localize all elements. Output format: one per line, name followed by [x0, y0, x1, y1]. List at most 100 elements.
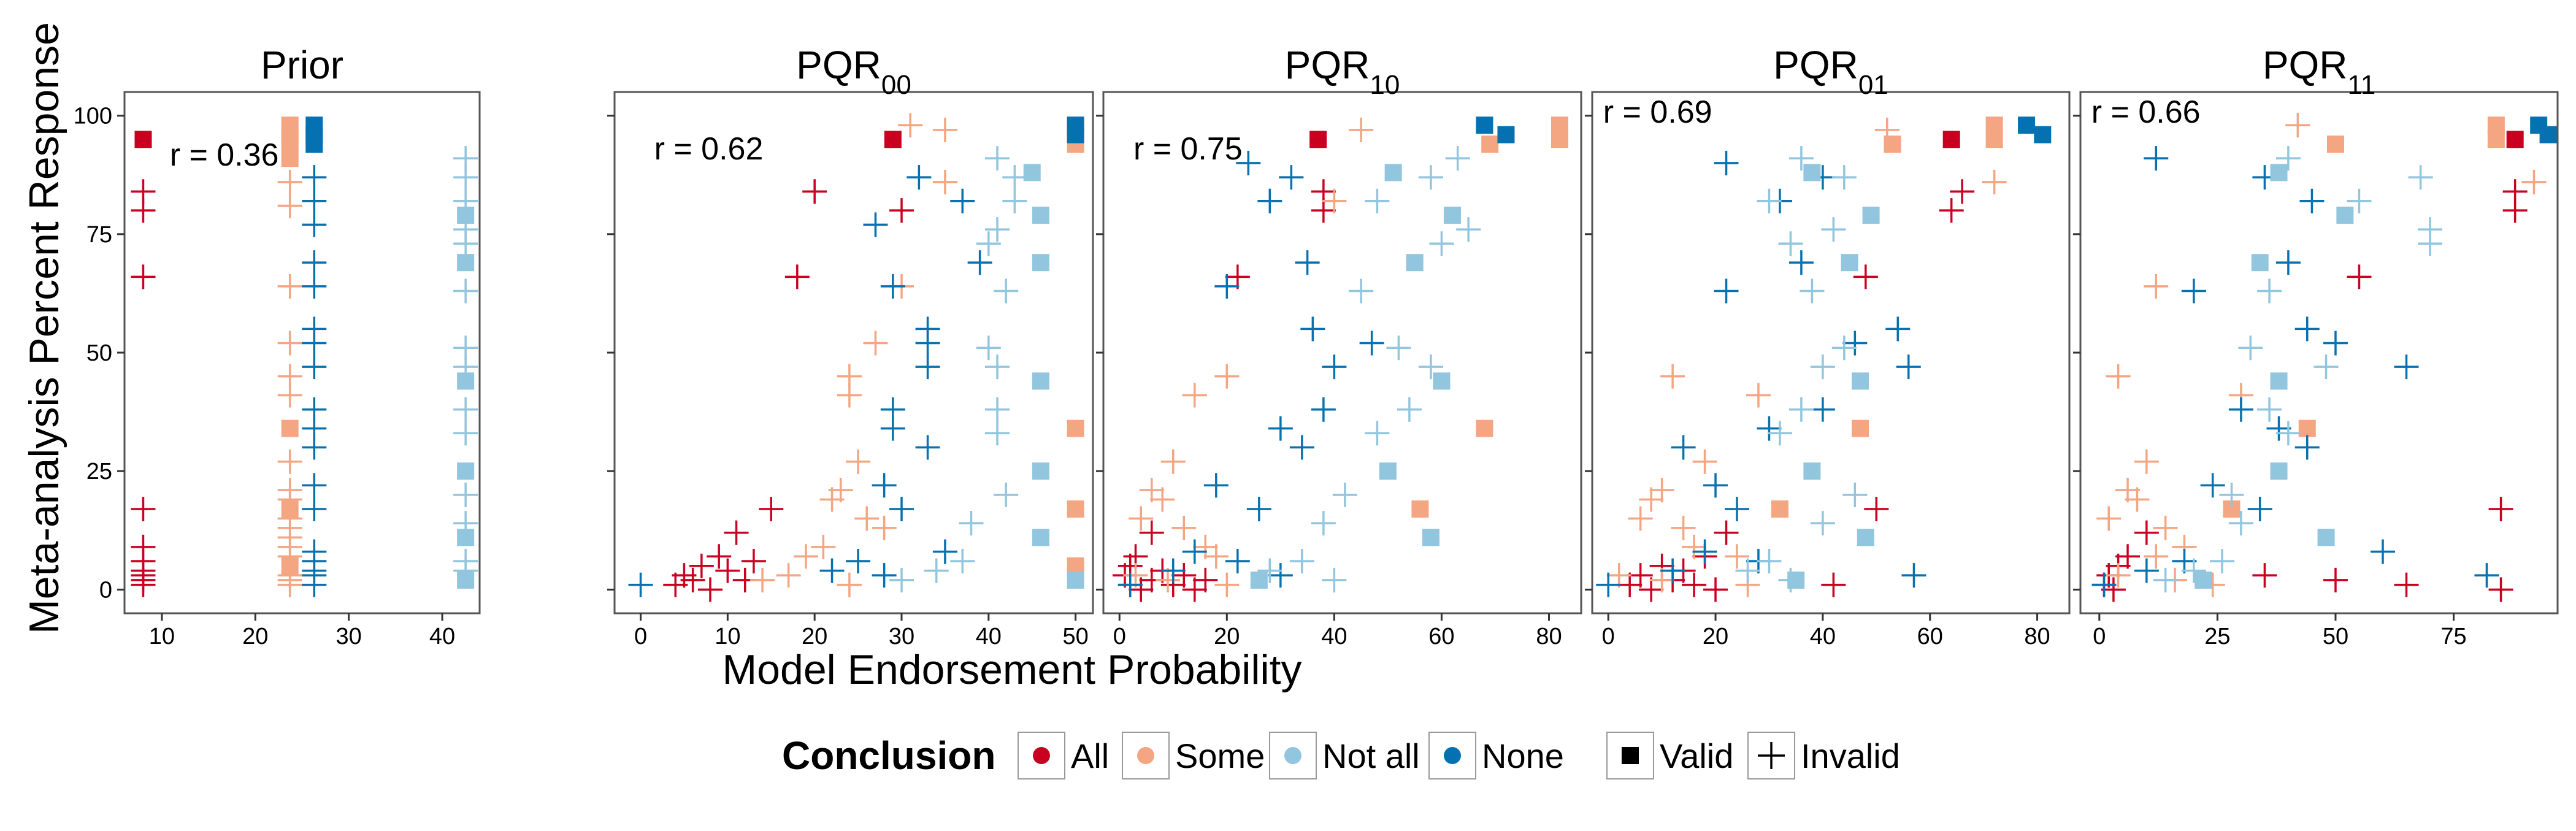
invalid-point [1692, 449, 1717, 474]
invalid-point [1746, 383, 1771, 408]
invalid-point [277, 572, 302, 597]
invalid-point [1810, 511, 1835, 536]
invalid-point [1182, 577, 1207, 602]
invalid-point [898, 113, 923, 138]
invalid-point [1901, 563, 1926, 588]
invalid-point [932, 117, 957, 142]
invalid-point [1002, 188, 1027, 213]
invalid-point [1139, 520, 1164, 545]
x-tick-label: 10 [149, 624, 175, 649]
valid-point [1497, 126, 1515, 144]
invalid-point [1214, 274, 1240, 299]
invalid-point [628, 572, 653, 597]
x-tick-label: 80 [1536, 624, 1562, 649]
legend-key-dot [1444, 747, 1461, 764]
x-tick-label: 0 [1113, 624, 1126, 649]
x-tick-label: 40 [1810, 624, 1836, 649]
invalid-point [1311, 397, 1336, 422]
legend-key-square [1622, 747, 1639, 764]
invalid-point [2238, 335, 2263, 361]
invalid-point [1236, 150, 1261, 175]
invalid-point [2101, 577, 2126, 602]
valid-point [884, 131, 902, 148]
legend-key-dot [1137, 747, 1154, 764]
invalid-point [1139, 478, 1164, 503]
invalid-point [131, 198, 156, 223]
invalid-point [1193, 567, 1218, 592]
valid-point [1384, 164, 1402, 182]
legend-item-valid: Valid [1606, 732, 1733, 779]
invalid-point [1628, 506, 1653, 531]
invalid-point [1628, 563, 1653, 588]
invalid-point [1156, 567, 1181, 592]
invalid-point [1150, 487, 1175, 512]
invalid-point [872, 563, 897, 588]
invalid-point [2134, 558, 2159, 583]
invalid-point [2347, 264, 2372, 289]
r-annotation: r = 0.66 [2091, 94, 2201, 130]
invalid-point [453, 354, 478, 380]
invalid-point [1671, 435, 1696, 460]
invalid-point [2394, 572, 2419, 597]
invalid-point [915, 331, 940, 356]
invalid-point [1757, 549, 1782, 573]
invalid-point [2394, 354, 2419, 380]
invalid-point [1788, 397, 1814, 422]
valid-point [1032, 462, 1049, 480]
invalid-point [907, 165, 932, 190]
valid-point [1852, 419, 1869, 437]
invalid-point [131, 264, 156, 289]
invalid-point [2228, 397, 2253, 422]
x-tick-label: 30 [889, 624, 914, 649]
valid-point [2195, 571, 2212, 589]
invalid-point [707, 544, 732, 569]
x-tick-label: 80 [2024, 624, 2050, 649]
invalid-point [1725, 544, 1750, 569]
legend-label: Valid [1660, 737, 1733, 775]
invalid-point [1842, 331, 1868, 356]
invalid-point [1418, 354, 1443, 380]
invalid-point [663, 572, 688, 597]
valid-point [2251, 254, 2269, 272]
invalid-point [1639, 487, 1664, 512]
valid-point [1433, 372, 1451, 390]
invalid-point [1950, 179, 1975, 204]
valid-point [1309, 131, 1327, 148]
invalid-point [453, 188, 478, 213]
invalid-point [794, 544, 818, 569]
x-tick-label: 75 [2440, 624, 2466, 649]
r-annotation: r = 0.36 [170, 137, 279, 173]
invalid-point [2323, 331, 2348, 356]
invalid-point [1182, 383, 1207, 408]
invalid-point [1821, 572, 1846, 597]
invalid-point [967, 250, 992, 275]
invalid-point [950, 188, 975, 213]
panel-2: PQR10 0 20 40 60 80 r = 0.75 [1096, 43, 1582, 649]
invalid-point [277, 449, 302, 474]
invalid-point [1682, 572, 1707, 597]
invalid-point [277, 169, 302, 194]
legend: Conclusion All Some Not all None Valid Invalid [782, 732, 1900, 779]
invalid-point [2153, 515, 2178, 540]
invalid-point [2502, 198, 2528, 223]
invalid-point [959, 511, 984, 536]
invalid-point [2474, 563, 2499, 588]
invalid-point [1703, 473, 1728, 498]
valid-point [1379, 462, 1397, 480]
invalid-point [2134, 449, 2159, 474]
invalid-point [915, 354, 940, 380]
invalid-point [2144, 146, 2169, 171]
invalid-point [863, 331, 888, 356]
invalid-point [302, 188, 327, 213]
invalid-point [1982, 169, 2007, 194]
invalid-point [1649, 478, 1674, 503]
invalid-point [2323, 567, 2348, 592]
invalid-point [1735, 558, 1760, 583]
valid-point [1067, 126, 1084, 144]
invalid-point [1692, 539, 1717, 564]
invalid-point [915, 435, 940, 460]
panel-frame [1102, 91, 1582, 615]
invalid-point [1193, 534, 1218, 559]
invalid-point [985, 217, 1010, 242]
invalid-point [1257, 558, 1282, 583]
